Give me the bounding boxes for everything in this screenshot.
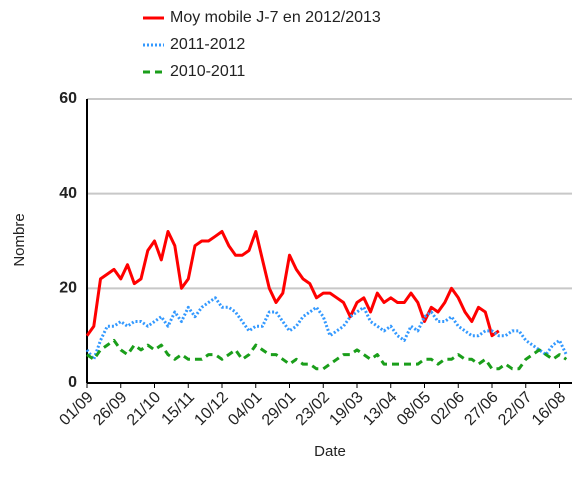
x-tick-label: 22/07 — [495, 389, 535, 429]
legend-label: 2010-2011 — [170, 63, 245, 80]
series-line — [86, 338, 568, 371]
y-tick-label: 20 — [59, 280, 77, 297]
series-line — [85, 296, 568, 361]
x-tick-label: 23/02 — [293, 389, 333, 429]
legend-label: Moy mobile J-7 en 2012/2013 — [170, 9, 381, 26]
x-tick-label: 29/01 — [259, 389, 299, 429]
x-tick-label: 21/10 — [124, 389, 164, 429]
x-tick-label: 02/06 — [428, 389, 468, 429]
y-tick-label: 60 — [59, 90, 77, 107]
series-line — [85, 230, 500, 338]
y-tick-label: 40 — [59, 185, 77, 202]
x-tick-label: 16/08 — [529, 389, 569, 429]
x-tick-label: 10/12 — [191, 389, 231, 429]
x-axis-label: Date — [314, 443, 346, 460]
y-axis-label: Nombre — [11, 213, 28, 266]
y-tick-label: 0 — [68, 374, 77, 391]
x-tick-label: 19/03 — [326, 389, 366, 429]
x-tick-label: 27/06 — [461, 389, 501, 429]
x-tick-label: 01/09 — [56, 389, 96, 429]
x-tick-label: 08/05 — [394, 389, 434, 429]
x-tick-label: 13/04 — [360, 389, 400, 429]
x-tick-label: 15/11 — [159, 389, 199, 429]
legend-label: 2011-2012 — [170, 36, 245, 53]
x-tick-label: 04/01 — [225, 389, 265, 429]
x-tick-label: 26/09 — [90, 389, 130, 429]
